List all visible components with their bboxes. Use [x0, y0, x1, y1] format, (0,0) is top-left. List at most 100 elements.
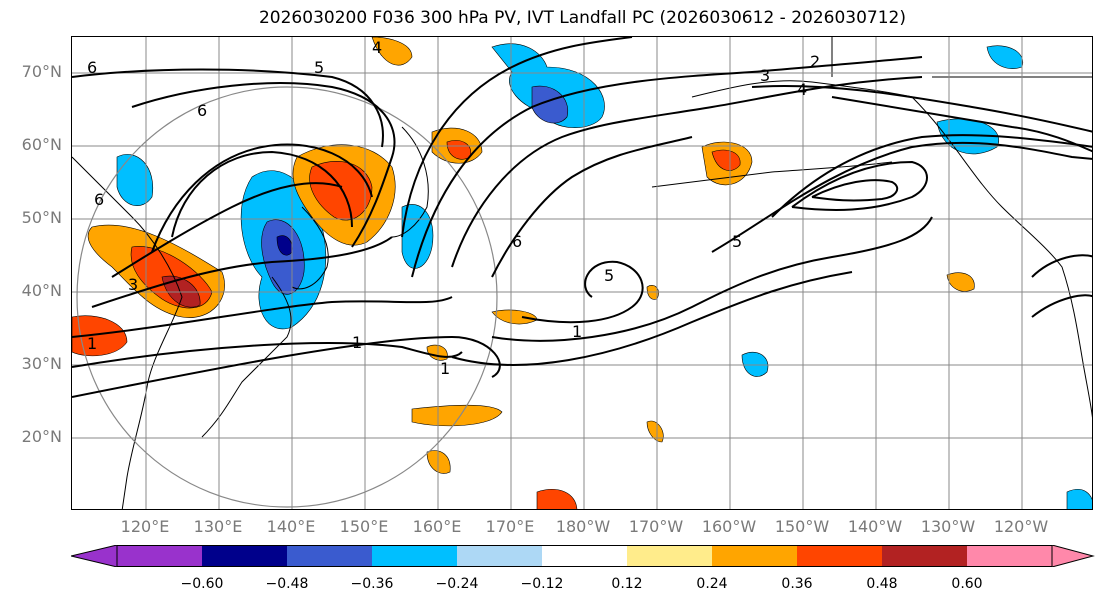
colorbar-swatch: [457, 545, 542, 567]
lon-label: 130°W: [920, 517, 976, 536]
positive-anomaly: [371, 37, 413, 66]
positive-anomaly: [946, 272, 975, 292]
contour-line: [171, 150, 353, 238]
lat-label: 40°N: [21, 281, 62, 300]
contour-line: [401, 37, 633, 238]
contour-line: [111, 182, 343, 278]
colorbar-tick: 0.36: [781, 576, 813, 592]
lon-label: 140°W: [847, 517, 903, 536]
contour-line: [72, 68, 384, 148]
colorbar: [71, 545, 1095, 567]
map-panel: 1 1 1 1 2 3 3 4 4 5 5 5 6 6 6 6: [71, 36, 1093, 510]
contour-line: [151, 143, 373, 253]
lon-label: 170°W: [628, 517, 684, 536]
negative-anomaly: [116, 154, 154, 206]
contour-label: 6: [197, 101, 207, 120]
contour-label: 6: [512, 232, 522, 251]
contour-line: [72, 335, 501, 398]
coastline: [72, 156, 183, 509]
lon-label: 180°W: [555, 517, 611, 536]
contour-labels: 1 1 1 1 2 3 3 4 4 5 5 5 6 6 6 6: [87, 38, 820, 378]
positive-anomaly: [491, 309, 538, 325]
lon-label: 160°E: [412, 517, 462, 536]
lat-label: 50°N: [21, 208, 62, 227]
colorbar-extend-high: [1051, 545, 1095, 567]
colorbar-frame: [116, 545, 1053, 567]
contour-line: [491, 216, 933, 342]
contour-line: [72, 342, 463, 368]
negative-anomaly: [531, 85, 569, 124]
contour-label: 4: [797, 80, 807, 99]
colorbar-swatch: [372, 545, 457, 567]
colorbar-tick: 0.60: [951, 576, 983, 592]
contour-line: [1031, 254, 1092, 318]
positive-anomaly: [711, 149, 741, 171]
contour-label: 6: [94, 190, 104, 209]
negative-anomaly: [491, 43, 605, 128]
contour-label: 3: [760, 66, 770, 85]
lat-label: 30°N: [21, 354, 62, 373]
colorbar-tick: −0.12: [520, 576, 564, 592]
positive-anomaly: [411, 404, 503, 427]
lon-label: 120°W: [993, 517, 1049, 536]
lon-label: 170°E: [485, 517, 535, 536]
contour-label: 4: [372, 38, 382, 57]
negative-anomaly: [741, 351, 769, 377]
contour-line: [451, 76, 923, 268]
colorbar-swatch: [542, 545, 627, 567]
coastline: [911, 96, 1092, 418]
contour-line: [521, 260, 644, 324]
colorbar-tick: 0.48: [866, 576, 898, 592]
positive-anomaly: [536, 489, 578, 509]
lon-label: 160°W: [701, 517, 757, 536]
lat-label: 70°N: [21, 62, 62, 81]
colorbar-swatch: [287, 545, 372, 567]
colorbar-swatch: [202, 545, 287, 567]
lon-label: 120°E: [120, 517, 170, 536]
positive-anomaly: [646, 420, 664, 443]
shading-layer: [72, 37, 1092, 509]
lon-label: 150°E: [339, 517, 389, 536]
contour-line: [451, 271, 853, 366]
colorbar-swatch: [117, 545, 202, 567]
positive-anomaly: [426, 450, 451, 474]
lon-label: 130°E: [193, 517, 243, 536]
negative-anomaly: [986, 45, 1024, 69]
contour-label: 3: [128, 275, 138, 294]
coastline: [291, 206, 329, 290]
coastline: [691, 80, 923, 100]
contour-line: [751, 85, 1092, 133]
contour-label: 5: [604, 266, 614, 285]
map-title: 2026030200 F036 300 hPa PV, IVT Landfall…: [258, 8, 906, 28]
contour-label: 1: [87, 334, 97, 353]
colorbar-swatch: [967, 545, 1052, 567]
contour-label: 5: [314, 58, 324, 77]
positive-anomaly: [72, 315, 128, 357]
negative-anomaly: [1066, 489, 1092, 509]
lat-label: 60°N: [21, 135, 62, 154]
contour-line: [791, 160, 928, 211]
contour-line: [72, 296, 453, 338]
lon-label: 140°E: [266, 517, 316, 536]
contour-line: [91, 236, 393, 308]
contour-label: 2: [810, 52, 820, 71]
colorbar-tick: 0.24: [696, 576, 728, 592]
contour-line: [131, 82, 396, 248]
contour-line: [491, 136, 693, 278]
lat-label: 20°N: [21, 427, 62, 446]
colorbar-swatch: [627, 545, 712, 567]
contour-line: [711, 141, 1092, 253]
contour-label: 1: [352, 333, 362, 352]
colorbar-tick: −0.48: [265, 576, 309, 592]
contour-label: 1: [440, 359, 450, 378]
colorbar-tick: −0.24: [435, 576, 479, 592]
map-canvas: 1 1 1 1 2 3 3 4 4 5 5 5 6 6 6 6: [72, 37, 1092, 509]
colorbar-extend-low: [71, 545, 118, 567]
colorbar-swatch: [797, 545, 882, 567]
negative-anomaly: [401, 204, 434, 269]
contour-line: [771, 134, 1092, 218]
coastline: [831, 37, 1092, 78]
colorbar-swatch: [882, 545, 967, 567]
positive-anomaly: [426, 344, 448, 361]
lon-label: 150°W: [774, 517, 830, 536]
